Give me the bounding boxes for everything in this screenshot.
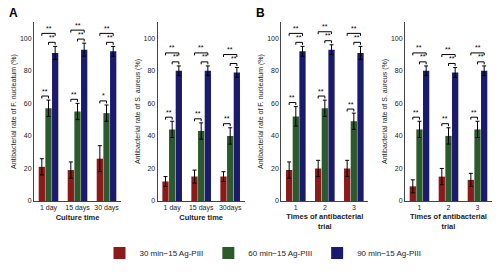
svg-text:30days: 30days xyxy=(219,204,242,212)
svg-text:Times of antibacterialtrial: Times of antibacterialtrial xyxy=(286,212,363,231)
svg-text:*: * xyxy=(102,92,105,99)
svg-text:3: 3 xyxy=(352,204,356,211)
svg-text:**: ** xyxy=(449,55,455,62)
svg-text:30 min−15 Ag-PIII: 30 min−15 Ag-PIII xyxy=(140,249,204,258)
svg-text:40: 40 xyxy=(271,132,279,139)
svg-text:100: 100 xyxy=(144,35,156,42)
svg-text:Culture time: Culture time xyxy=(179,213,223,222)
svg-text:**: ** xyxy=(289,94,295,101)
svg-text:**: ** xyxy=(293,25,299,32)
svg-text:Antibacterial rate of S. aureu: Antibacterial rate of S. aureus (%) xyxy=(381,59,389,164)
svg-text:80: 80 xyxy=(395,67,403,74)
svg-text:20: 20 xyxy=(24,165,32,172)
svg-text:**: ** xyxy=(471,109,477,116)
svg-text:1: 1 xyxy=(418,204,422,211)
svg-text:**: ** xyxy=(296,34,302,41)
svg-text:**: ** xyxy=(71,91,77,98)
svg-text:0: 0 xyxy=(28,197,32,204)
svg-text:**: ** xyxy=(354,34,360,41)
svg-text:40: 40 xyxy=(147,132,155,139)
svg-text:**: ** xyxy=(478,53,484,60)
svg-text:**: ** xyxy=(198,44,204,51)
svg-text:**: ** xyxy=(42,88,48,95)
svg-text:20: 20 xyxy=(395,165,403,172)
svg-text:60: 60 xyxy=(271,100,279,107)
svg-text:0: 0 xyxy=(275,197,279,204)
svg-text:**: ** xyxy=(475,44,481,51)
svg-text:40: 40 xyxy=(24,132,32,139)
svg-text:**: ** xyxy=(413,109,419,116)
svg-text:**: ** xyxy=(325,32,331,39)
svg-text:**: ** xyxy=(442,115,448,122)
svg-text:1: 1 xyxy=(294,204,298,211)
svg-text:**: ** xyxy=(227,46,233,53)
svg-text:Times of antibacterialtrial: Times of antibacterialtrial xyxy=(410,212,487,231)
svg-text:0: 0 xyxy=(151,197,155,204)
svg-text:60: 60 xyxy=(395,100,403,107)
svg-text:**: ** xyxy=(166,109,172,116)
svg-text:100: 100 xyxy=(267,35,279,42)
svg-text:**: ** xyxy=(173,53,179,60)
svg-text:**: ** xyxy=(202,53,208,60)
svg-text:**: ** xyxy=(420,53,426,60)
svg-text:Antibacterial rate of F. nucle: Antibacterial rate of F. nucleatum (%) xyxy=(10,54,18,169)
svg-text:**: ** xyxy=(445,46,451,53)
svg-text:Culture time: Culture time xyxy=(56,213,100,222)
svg-text:Antibacterial rate of F. nucle: Antibacterial rate of F. nucleatum (%) xyxy=(257,54,265,169)
svg-text:**: ** xyxy=(231,55,237,62)
svg-text:**: ** xyxy=(351,25,357,32)
svg-text:80: 80 xyxy=(147,67,155,74)
svg-text:Antibacterial rate of S. aureu: Antibacterial rate of S. aureus (%) xyxy=(134,59,142,164)
svg-text:**: ** xyxy=(322,23,328,30)
svg-text:2: 2 xyxy=(323,204,327,211)
svg-text:3: 3 xyxy=(476,204,480,211)
svg-text:1 day: 1 day xyxy=(40,204,58,212)
svg-text:B: B xyxy=(256,6,265,20)
svg-text:**: ** xyxy=(75,22,81,29)
svg-text:**: ** xyxy=(318,88,324,95)
svg-text:**: ** xyxy=(104,25,110,32)
svg-text:60: 60 xyxy=(147,100,155,107)
svg-text:**: ** xyxy=(107,34,113,41)
svg-text:**: ** xyxy=(78,31,84,38)
svg-text:**: ** xyxy=(195,110,201,117)
svg-text:**: ** xyxy=(49,34,55,41)
svg-text:0: 0 xyxy=(399,197,403,204)
svg-text:1 day: 1 day xyxy=(164,204,182,212)
svg-text:100: 100 xyxy=(391,35,403,42)
svg-text:2: 2 xyxy=(447,204,451,211)
svg-text:**: ** xyxy=(348,101,354,108)
svg-text:90 min−15 Ag-PIII: 90 min−15 Ag-PIII xyxy=(357,249,421,258)
svg-text:40: 40 xyxy=(395,132,403,139)
svg-text:A: A xyxy=(9,6,18,20)
svg-text:30 days: 30 days xyxy=(94,204,119,212)
svg-text:**: ** xyxy=(169,44,175,51)
svg-text:60: 60 xyxy=(24,100,32,107)
svg-text:60 min−15 Ag-PIII: 60 min−15 Ag-PIII xyxy=(248,249,312,258)
svg-text:15 days: 15 days xyxy=(189,204,214,212)
svg-text:80: 80 xyxy=(271,67,279,74)
svg-text:80: 80 xyxy=(24,67,32,74)
svg-text:**: ** xyxy=(416,44,422,51)
svg-text:20: 20 xyxy=(147,165,155,172)
svg-text:100: 100 xyxy=(20,35,32,42)
svg-text:20: 20 xyxy=(271,165,279,172)
svg-text:**: ** xyxy=(224,115,230,122)
svg-text:**: ** xyxy=(46,25,52,32)
svg-text:15 days: 15 days xyxy=(65,204,90,212)
